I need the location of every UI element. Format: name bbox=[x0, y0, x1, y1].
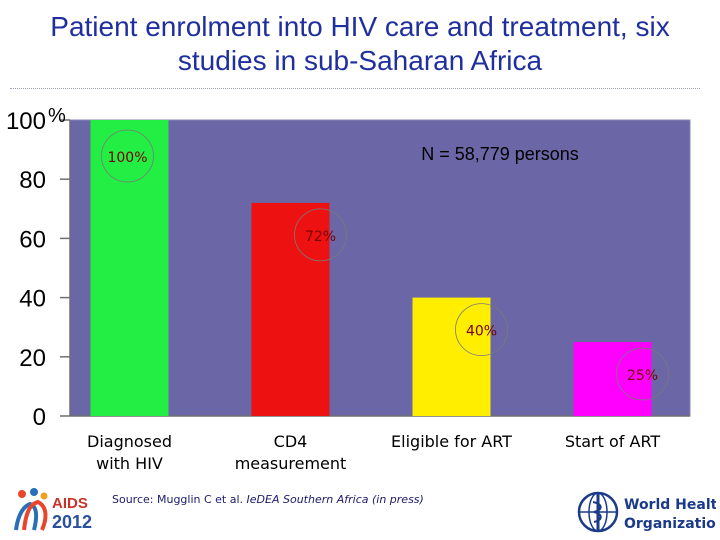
source-italic: IeDEA Southern Africa (in press) bbox=[246, 493, 424, 506]
bar bbox=[412, 297, 491, 416]
y-unit-label: % bbox=[48, 105, 66, 127]
aids-logo-year: 2012 bbox=[52, 512, 92, 532]
y-tick-label: 80 bbox=[19, 167, 46, 194]
who-logo: World Health Organization bbox=[577, 491, 716, 533]
data-label: 100% bbox=[107, 150, 147, 166]
slide-title-line1: Patient enrolment into HIV care and trea… bbox=[50, 11, 670, 42]
aids-2012-logo: AIDS 2012 bbox=[14, 488, 92, 532]
data-label-circle bbox=[455, 303, 508, 357]
data-label-circle bbox=[294, 208, 347, 262]
y-tick-label: 100 bbox=[6, 108, 46, 135]
source-prefix: Source: Mugglin C et al. bbox=[112, 493, 247, 506]
title-divider bbox=[10, 88, 700, 89]
y-tick-label: 40 bbox=[19, 286, 46, 313]
y-tick-label: 60 bbox=[19, 226, 46, 253]
annotation-n: N = 58,779 persons bbox=[421, 144, 579, 164]
slide-title: Patient enrolment into HIV care and trea… bbox=[0, 10, 720, 78]
y-tick-label: 0 bbox=[33, 404, 46, 431]
data-label: 40% bbox=[466, 324, 497, 340]
data-label: 72% bbox=[305, 229, 336, 245]
data-label: 25% bbox=[627, 368, 658, 384]
bar bbox=[573, 342, 652, 416]
who-line1: World Health bbox=[624, 497, 716, 513]
bar bbox=[251, 202, 330, 416]
source-citation: Source: Mugglin C et al. IeDEA Southern … bbox=[112, 493, 424, 506]
aids-logo-text: AIDS bbox=[52, 495, 88, 512]
slide-title-line2: studies in sub-Saharan Africa bbox=[177, 45, 543, 76]
bar-chart: 0 20 40 60 80 100 % 100% Diagnosed with HIV 72% CD4… bbox=[6, 105, 691, 473]
bar bbox=[90, 120, 169, 416]
x-tick-label: Start of ART bbox=[565, 432, 661, 451]
x-tick-label: Eligible for ART bbox=[391, 432, 512, 451]
x-tick-label: CD4 bbox=[274, 432, 308, 451]
who-line2: Organization bbox=[624, 516, 716, 532]
x-tick-label: Diagnosed bbox=[87, 432, 172, 451]
data-label-circle bbox=[616, 347, 669, 401]
y-tick-label: 20 bbox=[19, 345, 46, 372]
x-tick-label: with HIV bbox=[96, 454, 163, 473]
data-label-circle bbox=[101, 129, 154, 183]
x-tick-label: measurement bbox=[235, 454, 347, 473]
